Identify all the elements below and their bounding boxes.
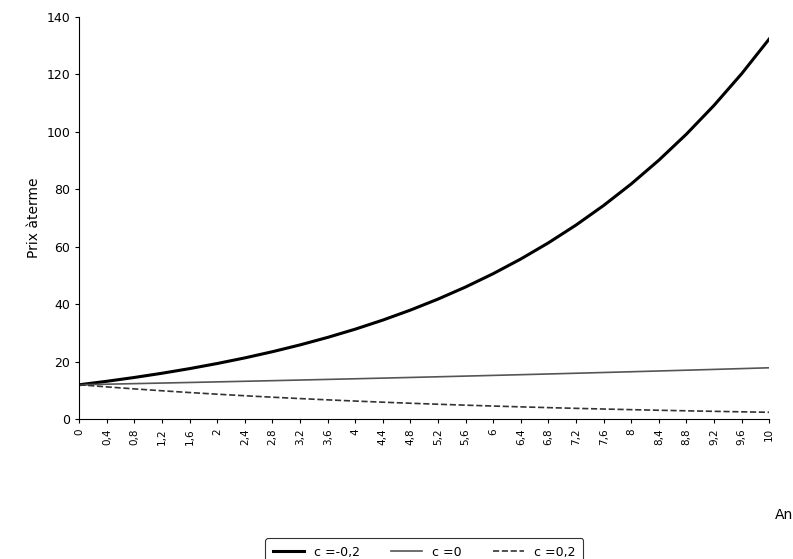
c =-0,2 [157, 370, 167, 377]
c =-0,2 [599, 202, 608, 209]
c =-0,2 [268, 348, 278, 355]
c =-0,2 [709, 102, 718, 109]
c =0 [295, 377, 305, 383]
c =-0,2 [130, 374, 140, 381]
c =-0,2 [737, 70, 746, 77]
c =0,2 [213, 391, 222, 397]
c =-0,2 [544, 239, 554, 246]
c =0,2 [571, 405, 580, 411]
c =0 [240, 378, 250, 385]
Line: c =0,2: c =0,2 [79, 385, 769, 413]
c =0,2 [433, 401, 442, 408]
c =0,2 [406, 400, 416, 406]
c =0 [516, 371, 526, 378]
c =0,2 [240, 392, 250, 399]
c =-0,2 [461, 283, 470, 290]
c =0 [571, 370, 580, 377]
c =0 [75, 381, 84, 388]
c =0,2 [268, 394, 278, 401]
c =0,2 [626, 406, 636, 413]
c =-0,2 [433, 296, 442, 302]
c =0,2 [682, 408, 691, 414]
c =-0,2 [406, 307, 416, 314]
c =0 [406, 374, 416, 381]
c =0,2 [295, 395, 305, 402]
c =-0,2 [351, 326, 360, 333]
c =0,2 [378, 399, 388, 405]
X-axis label: Année: Année [775, 508, 793, 522]
c =-0,2 [626, 181, 636, 187]
c =0 [323, 376, 332, 383]
c =0,2 [185, 389, 194, 396]
c =0 [185, 379, 194, 386]
c =0,2 [516, 404, 526, 410]
c =0 [213, 378, 222, 385]
c =0 [488, 372, 498, 379]
c =0,2 [544, 404, 554, 411]
c =-0,2 [682, 131, 691, 138]
c =0 [351, 376, 360, 382]
c =0 [599, 369, 608, 376]
Line: c =-0,2: c =-0,2 [79, 39, 769, 385]
c =0,2 [461, 402, 470, 409]
c =0,2 [75, 381, 84, 388]
c =-0,2 [102, 378, 112, 385]
c =0 [268, 377, 278, 384]
c =0 [764, 364, 774, 371]
c =0 [102, 381, 112, 387]
c =0,2 [157, 387, 167, 394]
c =0,2 [737, 409, 746, 415]
Legend: c =-0,2, c =0, c =0,2: c =-0,2, c =0, c =0,2 [265, 538, 584, 559]
c =0,2 [102, 383, 112, 390]
c =-0,2 [764, 36, 774, 42]
c =0,2 [351, 397, 360, 404]
c =-0,2 [488, 271, 498, 277]
c =0,2 [764, 409, 774, 416]
c =0 [461, 373, 470, 380]
c =0 [378, 375, 388, 381]
c =0,2 [130, 386, 140, 392]
c =0,2 [599, 406, 608, 413]
Line: c =0: c =0 [79, 368, 769, 385]
c =0 [737, 365, 746, 372]
c =0,2 [654, 407, 664, 414]
c =-0,2 [654, 157, 664, 164]
c =-0,2 [75, 381, 84, 388]
c =0 [709, 366, 718, 373]
c =-0,2 [185, 365, 194, 372]
c =0,2 [709, 408, 718, 415]
c =0 [544, 371, 554, 377]
c =-0,2 [240, 354, 250, 361]
Y-axis label: Prix àterme: Prix àterme [27, 178, 41, 258]
c =0 [682, 367, 691, 373]
c =0 [654, 368, 664, 375]
c =-0,2 [323, 334, 332, 341]
c =-0,2 [571, 222, 580, 229]
c =-0,2 [516, 255, 526, 262]
c =-0,2 [378, 317, 388, 324]
c =0,2 [488, 402, 498, 409]
c =0 [433, 373, 442, 380]
c =-0,2 [213, 360, 222, 367]
c =0,2 [323, 396, 332, 403]
c =0 [626, 368, 636, 375]
c =0 [130, 380, 140, 387]
c =0 [157, 380, 167, 386]
c =-0,2 [295, 342, 305, 348]
